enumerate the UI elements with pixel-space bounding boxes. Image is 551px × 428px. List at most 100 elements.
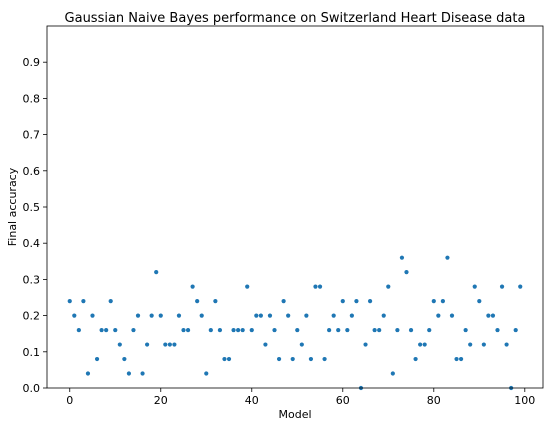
data-point bbox=[167, 342, 172, 347]
data-point bbox=[85, 371, 91, 376]
data-point bbox=[217, 327, 223, 333]
x-tick-label: 0 bbox=[66, 394, 73, 407]
data-point bbox=[249, 327, 254, 333]
data-point bbox=[422, 342, 427, 347]
data-point bbox=[354, 299, 359, 304]
data-point bbox=[181, 327, 186, 333]
data-point bbox=[495, 327, 500, 333]
data-point bbox=[67, 299, 72, 304]
data-point bbox=[468, 342, 473, 347]
data-point bbox=[481, 342, 486, 347]
data-point bbox=[377, 327, 382, 333]
data-point bbox=[413, 356, 418, 362]
data-points bbox=[67, 255, 523, 391]
data-point bbox=[76, 327, 81, 333]
data-point bbox=[345, 327, 350, 333]
y-tick-label: 0.1 bbox=[23, 346, 41, 359]
data-point bbox=[445, 255, 450, 260]
data-point bbox=[399, 255, 405, 260]
data-point bbox=[258, 313, 263, 318]
data-point bbox=[331, 313, 336, 318]
data-point bbox=[208, 327, 213, 333]
x-tick-label: 60 bbox=[336, 394, 350, 407]
data-point bbox=[245, 284, 250, 289]
data-point bbox=[313, 284, 318, 289]
data-point bbox=[135, 313, 141, 318]
data-point bbox=[163, 342, 168, 347]
data-point bbox=[295, 327, 300, 333]
data-point bbox=[117, 342, 122, 347]
data-point bbox=[322, 356, 327, 362]
y-tick-label: 0.6 bbox=[23, 165, 41, 178]
y-tick-label: 0.7 bbox=[23, 129, 41, 142]
data-point bbox=[499, 284, 505, 289]
data-point bbox=[299, 342, 304, 347]
data-point bbox=[336, 327, 341, 333]
x-axis-ticks: 0 20 40 60 80 100 bbox=[66, 388, 535, 407]
data-point bbox=[449, 313, 455, 318]
data-point bbox=[427, 327, 432, 333]
data-point bbox=[176, 313, 182, 318]
x-tick-label: 40 bbox=[245, 394, 259, 407]
x-axis-label: Model bbox=[278, 408, 311, 421]
data-point bbox=[367, 299, 373, 304]
x-tick-label: 100 bbox=[514, 394, 535, 407]
data-point bbox=[381, 313, 386, 318]
data-point bbox=[472, 284, 477, 289]
data-point bbox=[327, 327, 332, 333]
data-point bbox=[395, 327, 400, 333]
data-point bbox=[404, 270, 409, 275]
data-point bbox=[490, 313, 496, 318]
chart-title: Gaussian Naive Bayes performance on Swit… bbox=[65, 11, 526, 26]
data-point bbox=[145, 342, 150, 347]
y-tick-label: 0.8 bbox=[23, 92, 41, 105]
data-point bbox=[281, 299, 286, 304]
data-point bbox=[94, 356, 100, 362]
data-point bbox=[408, 327, 414, 333]
data-point bbox=[185, 327, 191, 333]
x-tick-label: 80 bbox=[427, 394, 441, 407]
data-point bbox=[418, 342, 423, 347]
data-point bbox=[486, 313, 491, 318]
data-point bbox=[99, 327, 104, 333]
data-point bbox=[386, 284, 391, 289]
data-point bbox=[317, 284, 323, 289]
data-point bbox=[72, 313, 77, 318]
data-point bbox=[231, 327, 236, 333]
data-point bbox=[149, 313, 154, 318]
data-point bbox=[222, 356, 227, 362]
data-point bbox=[199, 313, 204, 318]
data-point bbox=[440, 299, 445, 304]
data-point bbox=[254, 313, 259, 318]
y-axis-label: Final accuracy bbox=[6, 167, 19, 246]
data-point bbox=[213, 299, 218, 304]
data-point bbox=[477, 299, 482, 304]
data-point bbox=[518, 284, 523, 289]
data-point bbox=[308, 356, 314, 362]
data-point bbox=[90, 313, 95, 318]
data-point bbox=[195, 299, 200, 304]
y-tick-label: 0.3 bbox=[23, 273, 41, 286]
data-point bbox=[349, 313, 354, 318]
data-point bbox=[372, 327, 377, 333]
data-point bbox=[290, 356, 295, 362]
data-point bbox=[340, 299, 345, 304]
y-tick-label: 0.5 bbox=[23, 201, 41, 214]
data-point bbox=[431, 299, 436, 304]
data-point bbox=[140, 371, 145, 376]
data-point bbox=[276, 356, 282, 362]
data-point bbox=[104, 327, 109, 333]
data-point bbox=[454, 356, 459, 362]
data-point bbox=[113, 327, 118, 333]
data-point bbox=[204, 371, 209, 376]
data-point bbox=[504, 342, 509, 347]
data-point bbox=[158, 313, 163, 318]
data-point bbox=[458, 356, 464, 362]
y-tick-label: 0.4 bbox=[23, 237, 41, 250]
data-point bbox=[304, 313, 309, 318]
y-tick-label: 0.9 bbox=[23, 56, 41, 69]
data-point bbox=[154, 270, 159, 275]
data-point bbox=[226, 356, 232, 362]
data-point bbox=[81, 299, 86, 304]
